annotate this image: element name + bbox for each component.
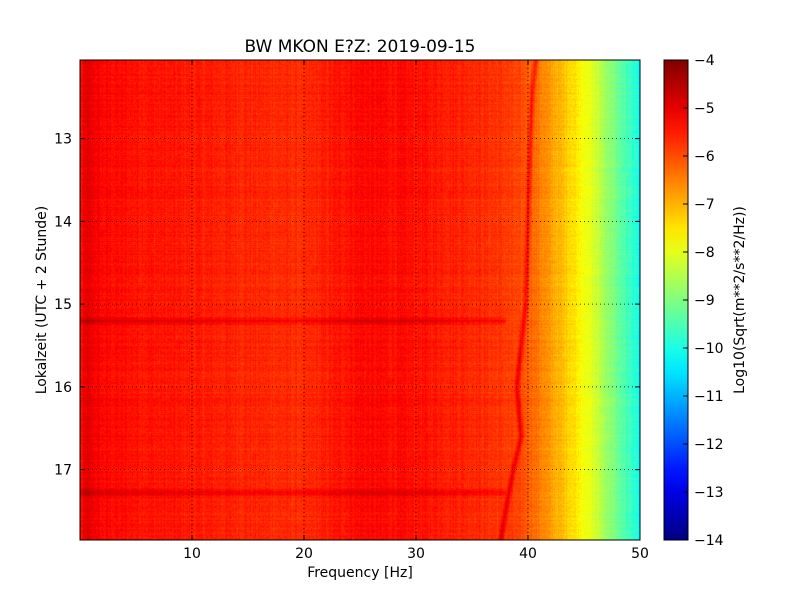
plot-frame <box>79 59 641 541</box>
y-axis-label: Lokalzeit (UTC + 2 Stunde) <box>34 206 50 395</box>
y-axis-ticks: 13 14 15 16 17 <box>54 132 640 479</box>
y-tick-label: 16 <box>54 380 72 396</box>
colorbar-tick-label: −11 <box>694 389 724 405</box>
x-axis-label: Frequency [Hz] <box>307 565 413 581</box>
x-axis-ticks: 10 20 30 40 50 <box>183 60 649 562</box>
chart-title: BW MKON E?Z: 2019-09-15 <box>245 37 476 57</box>
colorbar-tick-label: −10 <box>694 341 724 357</box>
plot-area: 10 20 30 40 50 13 14 15 16 17 <box>54 59 649 562</box>
colorbar-tick-label: −7 <box>694 197 715 213</box>
colorbar-label: Log10(Sqrt(m**2/s**2/Hz)) <box>732 206 748 394</box>
colorbar-tick-label: −6 <box>694 149 715 165</box>
colorbar-tick-label: −13 <box>694 485 724 501</box>
colorbar: −4 −5 −6 −7 −8 −9 −10 −11 −12 −13 −14 Log10(Sqrt(m… <box>663 53 748 549</box>
y-tick-label: 13 <box>54 132 72 148</box>
x-tick-label: 10 <box>183 546 201 562</box>
grid-lines <box>80 60 640 540</box>
colorbar-tick-label: −12 <box>694 437 724 453</box>
colorbar-tick-label: −4 <box>694 53 715 69</box>
colorbar-ticks: −4 −5 −6 −7 −8 −9 −10 −11 −12 −13 −14 <box>683 53 724 549</box>
colorbar-tick-label: −5 <box>694 101 715 117</box>
x-tick-label: 20 <box>295 546 313 562</box>
colorbar-tick-label: −14 <box>694 533 724 549</box>
x-tick-label: 50 <box>631 546 649 562</box>
x-tick-label: 40 <box>519 546 537 562</box>
y-tick-label: 17 <box>54 463 72 479</box>
spectrogram-heatmap <box>80 60 640 540</box>
y-tick-label: 15 <box>54 297 72 313</box>
colorbar-tick-label: −9 <box>694 293 715 309</box>
y-tick-label: 14 <box>54 214 72 230</box>
x-tick-label: 30 <box>407 546 425 562</box>
colorbar-tick-label: −8 <box>694 245 715 261</box>
